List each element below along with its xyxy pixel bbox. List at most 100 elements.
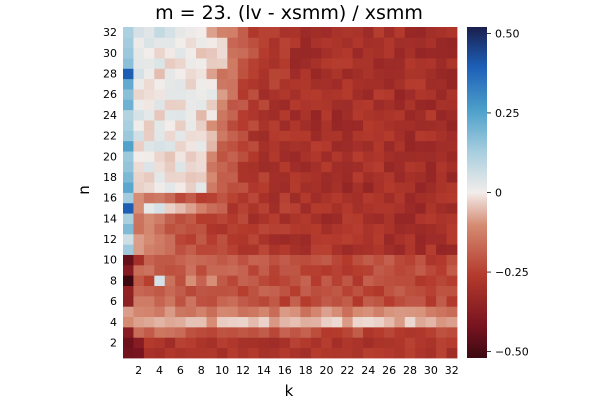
heatmap-cell — [206, 68, 218, 80]
heatmap-cell — [227, 182, 239, 193]
heatmap-cell — [290, 337, 301, 349]
heatmap-cell — [331, 47, 343, 59]
heatmap-cell — [123, 202, 134, 214]
heatmap-cell — [227, 254, 239, 266]
heatmap-cell — [300, 37, 312, 49]
heatmap-cell — [248, 58, 260, 69]
heatmap-cell — [154, 99, 166, 111]
heatmap-cell — [363, 130, 374, 142]
heatmap-cell — [310, 275, 322, 286]
heatmap-cell — [216, 326, 228, 338]
heatmap-cell — [248, 295, 260, 307]
heatmap-cell — [425, 244, 437, 255]
heatmap-cell — [206, 120, 218, 131]
heatmap-cell — [279, 192, 291, 204]
heatmap-cell — [196, 89, 207, 100]
heatmap-cell — [363, 347, 374, 359]
heatmap-cell — [123, 264, 134, 276]
heatmap-cell — [446, 202, 458, 214]
x-tick-labels: 2 4 6 8 10 12 14 16 18 20 22 24 26 28 30 32 — [135, 364, 459, 377]
heatmap-cell — [123, 171, 134, 183]
heatmap-cell — [310, 264, 322, 276]
y-tick-label: 18 — [103, 171, 117, 184]
heatmap-cell — [331, 99, 343, 111]
heatmap-cell — [373, 295, 385, 307]
x-tick-label: 20 — [320, 364, 334, 377]
heatmap-cell — [143, 244, 155, 255]
heatmap-cell — [185, 295, 197, 307]
heatmap-cell — [279, 109, 291, 121]
heatmap-cell — [123, 68, 134, 80]
heatmap-cell — [300, 47, 312, 59]
heatmap-cell — [446, 337, 458, 349]
y-tick-label: 24 — [103, 109, 117, 122]
heatmap-cell — [185, 27, 197, 38]
heatmap-cell — [290, 254, 301, 266]
heatmap-cell — [373, 68, 385, 80]
heatmap-cell — [394, 58, 406, 69]
heatmap-cell — [227, 295, 239, 307]
heatmap-cell — [373, 233, 385, 245]
heatmap-cell — [446, 316, 458, 328]
heatmap-cell — [185, 223, 197, 235]
x-tick-label: 24 — [361, 364, 375, 377]
heatmap-cell — [321, 192, 333, 204]
heatmap-cell — [164, 316, 176, 328]
heatmap-cell — [342, 58, 354, 69]
heatmap-cell — [394, 295, 406, 307]
heatmap-cell — [123, 337, 134, 349]
heatmap-cell — [415, 120, 427, 131]
heatmap-cell — [248, 89, 260, 100]
heatmap-cell — [425, 192, 437, 204]
y-tick-label: 2 — [110, 336, 117, 349]
heatmap-cell — [143, 151, 155, 162]
heatmap-cell — [300, 275, 312, 286]
heatmap-cell — [415, 68, 427, 80]
heatmap-cell — [352, 264, 364, 276]
heatmap-cell — [394, 151, 406, 162]
heatmap-cell — [352, 254, 364, 266]
heatmap-cell — [383, 161, 395, 173]
heatmap-cell — [352, 78, 364, 90]
heatmap-cell — [133, 130, 145, 142]
heatmap-cell — [352, 27, 364, 38]
heatmap-cell — [269, 109, 280, 121]
heatmap-cell — [154, 275, 166, 286]
heatmap-cell — [248, 244, 260, 255]
heatmap-cell — [394, 182, 406, 193]
heatmap-cell — [237, 326, 249, 338]
heatmap-cell — [310, 140, 322, 152]
heatmap-cell — [206, 254, 218, 266]
heatmap-cell — [185, 161, 197, 173]
heatmap-cell — [342, 285, 354, 297]
heatmap-cell — [404, 120, 416, 131]
heatmap-cell — [373, 99, 385, 111]
heatmap-cell — [237, 285, 249, 297]
heatmap-cell — [185, 213, 197, 224]
heatmap-cell — [248, 306, 260, 318]
heatmap-cell — [404, 27, 416, 38]
heatmap-cell — [425, 254, 437, 266]
heatmap-cell — [404, 285, 416, 297]
heatmap-cell — [175, 58, 187, 69]
heatmap-cell — [216, 202, 228, 214]
heatmap-cell — [290, 264, 301, 276]
heatmap-cell — [196, 192, 207, 204]
heatmap-cell — [404, 326, 416, 338]
heatmap-cell — [290, 58, 301, 69]
heatmap-cell — [279, 37, 291, 49]
heatmap-cell — [425, 27, 437, 38]
heatmap-cell — [352, 109, 364, 121]
heatmap-cell — [196, 233, 207, 245]
heatmap-cell — [290, 109, 301, 121]
heatmap-cell — [383, 244, 395, 255]
heatmap-cell — [446, 171, 458, 183]
heatmap-cell — [279, 213, 291, 224]
heatmap-cell — [404, 306, 416, 318]
heatmap-cell — [404, 130, 416, 142]
heatmap-cell — [383, 275, 395, 286]
heatmap-cell — [436, 109, 447, 121]
heatmap-cell — [196, 27, 207, 38]
heatmap-cell — [123, 27, 134, 38]
heatmap-cell — [279, 171, 291, 183]
